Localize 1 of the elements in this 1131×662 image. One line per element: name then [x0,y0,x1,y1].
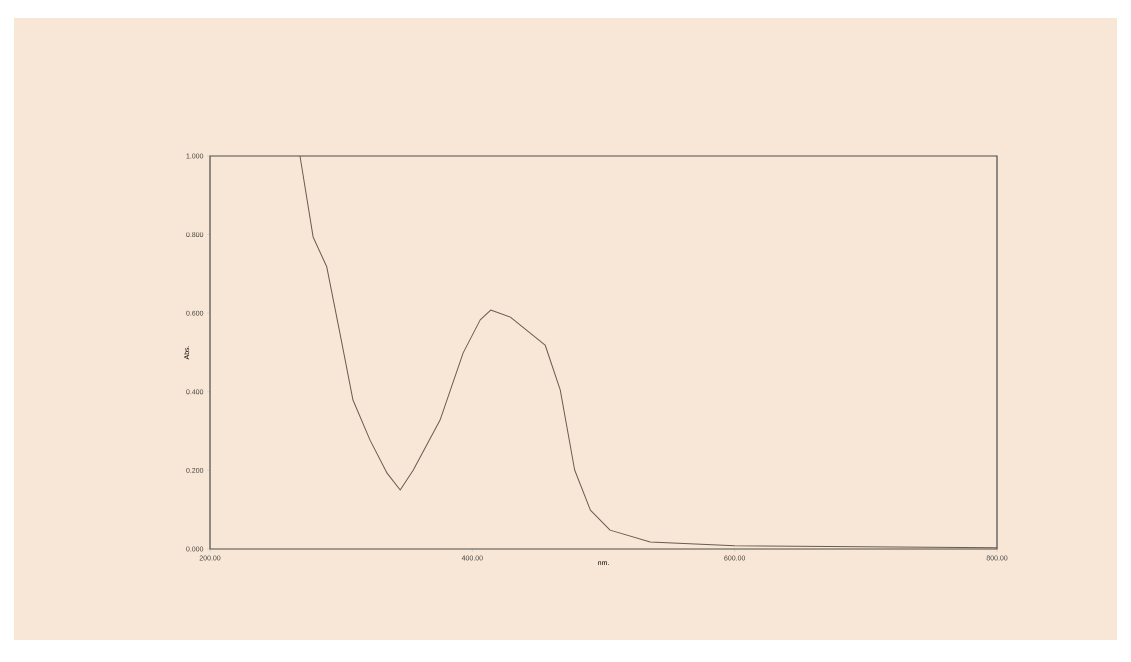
line-series [299,155,998,549]
